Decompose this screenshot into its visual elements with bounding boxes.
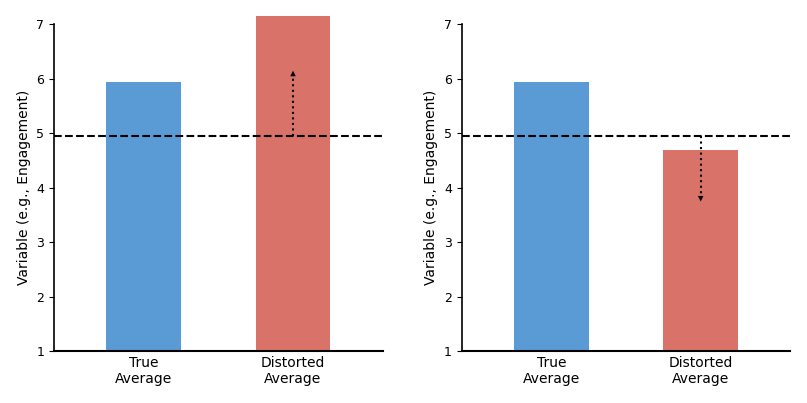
- Bar: [514, 82, 588, 351]
- Bar: [107, 82, 181, 351]
- Bar: [663, 150, 738, 351]
- Y-axis label: Variable (e.g., Engagement): Variable (e.g., Engagement): [17, 90, 31, 285]
- Y-axis label: Variable (e.g., Engagement): Variable (e.g., Engagement): [424, 90, 438, 285]
- Bar: [256, 16, 330, 351]
